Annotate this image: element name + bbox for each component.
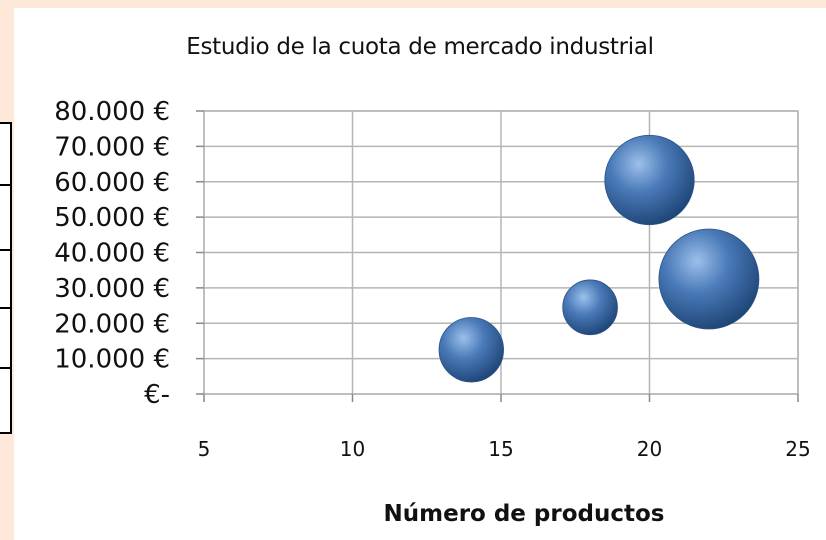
table-divider xyxy=(0,249,10,251)
y-tick-label: 30.000 € xyxy=(54,274,170,304)
bubble xyxy=(658,228,760,330)
chart-title: Estudio de la cuota de mercado industria… xyxy=(186,34,654,60)
table-divider xyxy=(0,367,10,369)
y-tick-label: 10.000 € xyxy=(54,345,170,375)
bubble xyxy=(562,279,618,336)
x-tick-label: 10 xyxy=(340,437,365,461)
x-tick-label: 25 xyxy=(785,437,810,461)
x-tick-label: 5 xyxy=(198,437,211,461)
x-axis: 5 10 15 20 25 xyxy=(198,394,811,461)
y-tick-label: €- xyxy=(144,380,170,410)
x-tick-label: 15 xyxy=(488,437,513,461)
x-tick-label: 20 xyxy=(637,437,662,461)
bubble-chart: €- 10.000 € 20.000 € 30.000 € 40.000 € 50.000… xyxy=(54,97,811,461)
bubble xyxy=(604,134,695,226)
y-tick-label: 50.000 € xyxy=(54,203,170,233)
background-table-fragment xyxy=(0,122,12,434)
y-tick-label: 60.000 € xyxy=(54,168,170,198)
y-tick-label: 70.000 € xyxy=(54,132,170,162)
table-divider xyxy=(0,307,10,309)
y-axis: €- 10.000 € 20.000 € 30.000 € 40.000 € 50.000… xyxy=(54,97,204,410)
chart-area: Estudio de la cuota de mercado industria… xyxy=(14,8,826,540)
bubble xyxy=(438,317,504,383)
bubble-series xyxy=(438,134,760,383)
y-tick-label: 80.000 € xyxy=(54,97,170,127)
y-tick-label: 40.000 € xyxy=(54,239,170,269)
y-tick-label: 20.000 € xyxy=(54,309,170,339)
table-divider xyxy=(0,184,10,186)
x-axis-title: Número de productos xyxy=(383,501,665,527)
